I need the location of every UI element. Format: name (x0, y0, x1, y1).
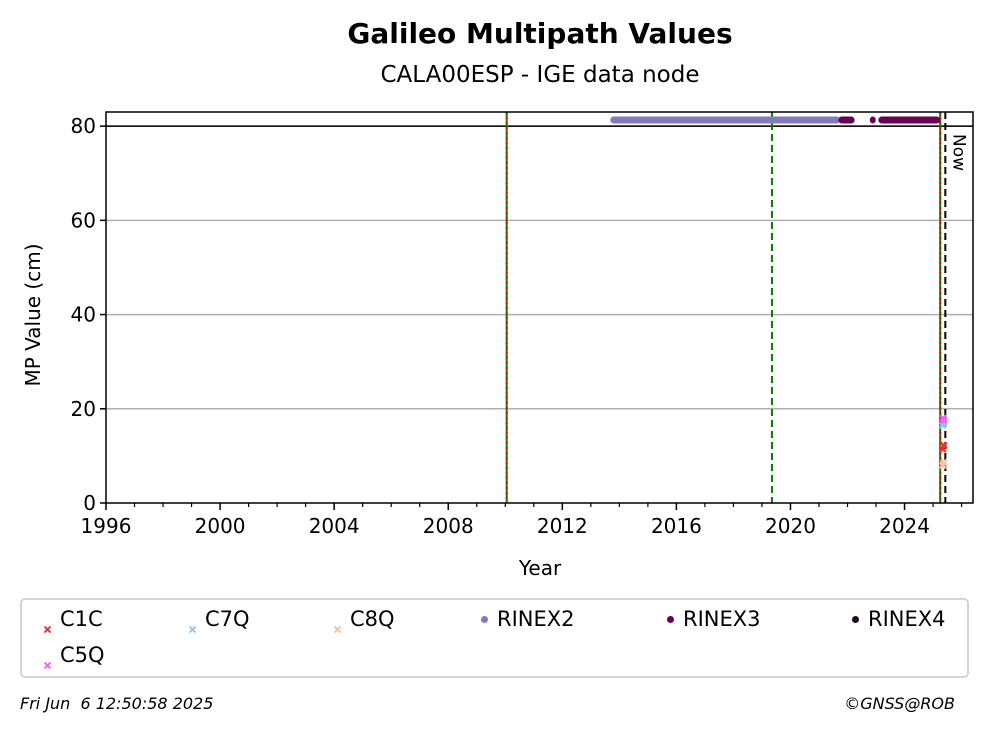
legend-marker-c7q (188, 616, 197, 634)
legend-label-rinex2: RINEX2 (497, 607, 575, 631)
chart-svg: Galileo Multipath Values CALA00ESP - IGE… (21, 17, 974, 580)
legend-item-c1c: C1C (43, 607, 103, 634)
legend-item-rinex4: RINEX4 (852, 607, 946, 631)
y-tick-label: 20 (71, 397, 96, 421)
chart-subtitle: CALA00ESP - IGE data node (380, 62, 699, 88)
legend-label-c1c: C1C (60, 607, 103, 631)
y-tick-label: 0 (83, 491, 96, 515)
series-rinex3-points (838, 116, 855, 124)
footer-credit: ©GNSS@ROB (844, 694, 955, 713)
y-tick-label: 80 (71, 114, 96, 138)
footer-timestamp: Fri Jun 6 12:50:58 2025 (20, 694, 214, 713)
x-axis-label: Year (518, 556, 562, 580)
legend-marker-rinex3 (667, 616, 674, 623)
now-label: Now (948, 134, 968, 171)
x-tick-label: 2016 (651, 514, 702, 538)
y-tick-label: 60 (71, 208, 96, 232)
plot-area: Now 0 20 40 60 80 1996 2000 2004 2008 2012 2016 2020… (71, 111, 974, 538)
x-tick-label: 2004 (309, 514, 360, 538)
legend-marker-c1c (43, 616, 52, 634)
x-tick-label: 2000 (195, 514, 246, 538)
legend-marker-c8q (333, 616, 342, 634)
x-tick-label: 2020 (765, 514, 816, 538)
axes-frame (105, 111, 974, 504)
x-tick-label: 2012 (537, 514, 588, 538)
legend-label-rinex3: RINEX3 (683, 607, 761, 631)
legend-label-c7q: C7Q (205, 607, 250, 631)
series-c5q-point (940, 416, 948, 425)
legend-marker-c5q (43, 652, 52, 670)
legend-item-rinex2: RINEX2 (481, 607, 575, 631)
legend-label-rinex4: RINEX4 (868, 607, 946, 631)
legend-label-c5q: C5Q (60, 643, 105, 667)
legend-marker-rinex2 (481, 616, 488, 623)
series-c8q-point (940, 458, 948, 467)
legend-item-c5q: C5Q (43, 643, 105, 670)
chart-title: Galileo Multipath Values (347, 17, 732, 50)
legend: C1C C7Q C8Q RINEX2 RINEX3 RINEX4 C5Q (20, 598, 969, 678)
legend-marker-rinex4 (852, 616, 859, 623)
y-tick-label: 40 (71, 303, 96, 327)
series-rinex2-points (610, 116, 841, 124)
series-rinex3-points (878, 116, 941, 124)
series-rinex3-points (869, 116, 876, 124)
x-tick-label: 1996 (81, 514, 132, 538)
series-c1c-point (940, 441, 948, 450)
legend-item-rinex3: RINEX3 (667, 607, 761, 631)
legend-item-c7q: C7Q (188, 607, 250, 634)
x-tick-label: 2024 (879, 514, 930, 538)
legend-item-c8q: C8Q (333, 607, 395, 634)
y-axis-label: MP Value (cm) (21, 243, 45, 386)
legend-label-c8q: C8Q (350, 607, 395, 631)
x-tick-label: 2008 (423, 514, 474, 538)
